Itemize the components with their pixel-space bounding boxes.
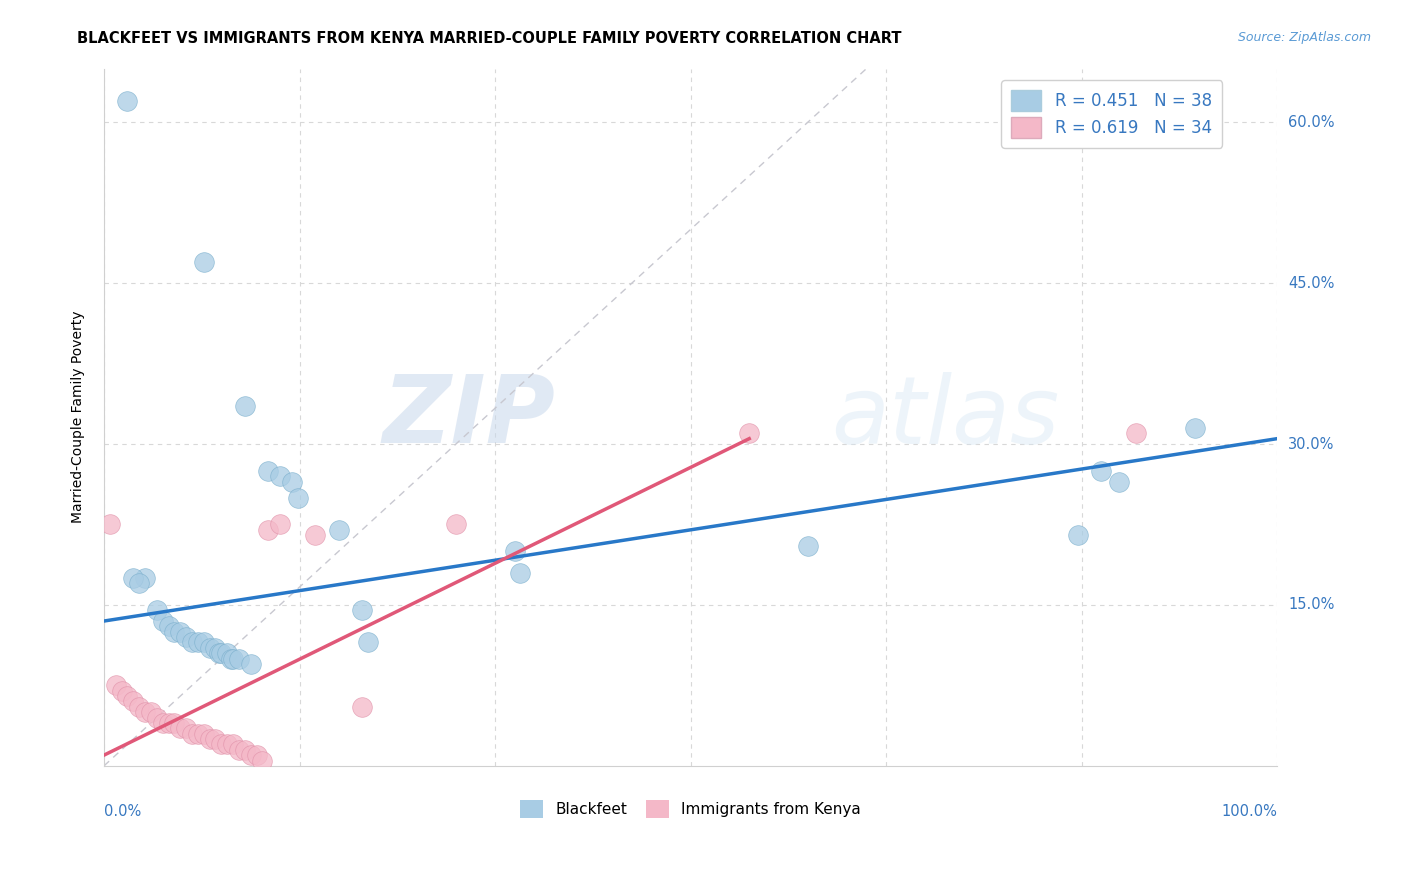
Point bbox=[352, 603, 374, 617]
Point bbox=[204, 732, 226, 747]
Point bbox=[117, 689, 139, 703]
Point bbox=[239, 657, 262, 671]
Point bbox=[1108, 475, 1130, 489]
Point bbox=[122, 571, 145, 585]
Point bbox=[1184, 421, 1206, 435]
Point bbox=[228, 743, 250, 757]
Point bbox=[169, 722, 191, 736]
Point bbox=[209, 738, 232, 752]
Point bbox=[152, 614, 174, 628]
Point bbox=[228, 651, 250, 665]
Point bbox=[174, 722, 197, 736]
Point bbox=[174, 630, 197, 644]
Point bbox=[509, 566, 531, 580]
Point bbox=[222, 651, 245, 665]
Point bbox=[187, 727, 209, 741]
Point bbox=[219, 651, 242, 665]
Point bbox=[328, 523, 350, 537]
Point bbox=[163, 715, 186, 730]
Point bbox=[146, 710, 169, 724]
Point bbox=[163, 624, 186, 639]
Point bbox=[193, 254, 215, 268]
Point bbox=[134, 571, 156, 585]
Point bbox=[181, 635, 204, 649]
Point bbox=[280, 475, 302, 489]
Text: 45.0%: 45.0% bbox=[1288, 276, 1334, 291]
Point bbox=[98, 517, 121, 532]
Point bbox=[239, 748, 262, 763]
Point bbox=[117, 94, 139, 108]
Point bbox=[503, 544, 526, 558]
Point bbox=[193, 727, 215, 741]
Point bbox=[198, 640, 221, 655]
Point bbox=[738, 426, 761, 441]
Text: 30.0%: 30.0% bbox=[1288, 436, 1334, 451]
Point bbox=[146, 603, 169, 617]
Point bbox=[122, 694, 145, 708]
Point bbox=[209, 646, 232, 660]
Point bbox=[1090, 464, 1112, 478]
Point bbox=[304, 528, 326, 542]
Text: BLACKFEET VS IMMIGRANTS FROM KENYA MARRIED-COUPLE FAMILY POVERTY CORRELATION CHA: BLACKFEET VS IMMIGRANTS FROM KENYA MARRI… bbox=[77, 31, 901, 46]
Point bbox=[357, 635, 380, 649]
Text: 100.0%: 100.0% bbox=[1222, 805, 1277, 819]
Text: ZIP: ZIP bbox=[382, 371, 555, 463]
Point bbox=[204, 640, 226, 655]
Point bbox=[193, 635, 215, 649]
Point bbox=[252, 754, 274, 768]
Point bbox=[257, 464, 280, 478]
Legend: Blackfeet, Immigrants from Kenya: Blackfeet, Immigrants from Kenya bbox=[515, 794, 866, 824]
Text: 0.0%: 0.0% bbox=[104, 805, 141, 819]
Point bbox=[269, 517, 291, 532]
Point bbox=[152, 715, 174, 730]
Point bbox=[128, 699, 150, 714]
Point bbox=[110, 683, 132, 698]
Point bbox=[169, 624, 191, 639]
Point bbox=[1067, 528, 1090, 542]
Text: 15.0%: 15.0% bbox=[1288, 598, 1334, 613]
Point bbox=[104, 678, 127, 692]
Point bbox=[208, 646, 231, 660]
Point bbox=[157, 619, 180, 633]
Point bbox=[269, 469, 291, 483]
Point bbox=[233, 743, 256, 757]
Point bbox=[245, 748, 267, 763]
Point bbox=[157, 715, 180, 730]
Point bbox=[217, 738, 239, 752]
Point bbox=[257, 523, 280, 537]
Text: Source: ZipAtlas.com: Source: ZipAtlas.com bbox=[1237, 31, 1371, 45]
Point bbox=[1125, 426, 1147, 441]
Text: 60.0%: 60.0% bbox=[1288, 115, 1334, 129]
Point bbox=[139, 705, 162, 719]
Point bbox=[233, 400, 256, 414]
Point bbox=[198, 732, 221, 747]
Point bbox=[181, 727, 204, 741]
Y-axis label: Married-Couple Family Poverty: Married-Couple Family Poverty bbox=[72, 311, 86, 524]
Point bbox=[187, 635, 209, 649]
Text: atlas: atlas bbox=[831, 372, 1060, 463]
Point bbox=[352, 699, 374, 714]
Point bbox=[217, 646, 239, 660]
Point bbox=[222, 738, 245, 752]
Point bbox=[134, 705, 156, 719]
Point bbox=[797, 539, 820, 553]
Point bbox=[444, 517, 467, 532]
Point bbox=[287, 491, 309, 505]
Point bbox=[128, 576, 150, 591]
